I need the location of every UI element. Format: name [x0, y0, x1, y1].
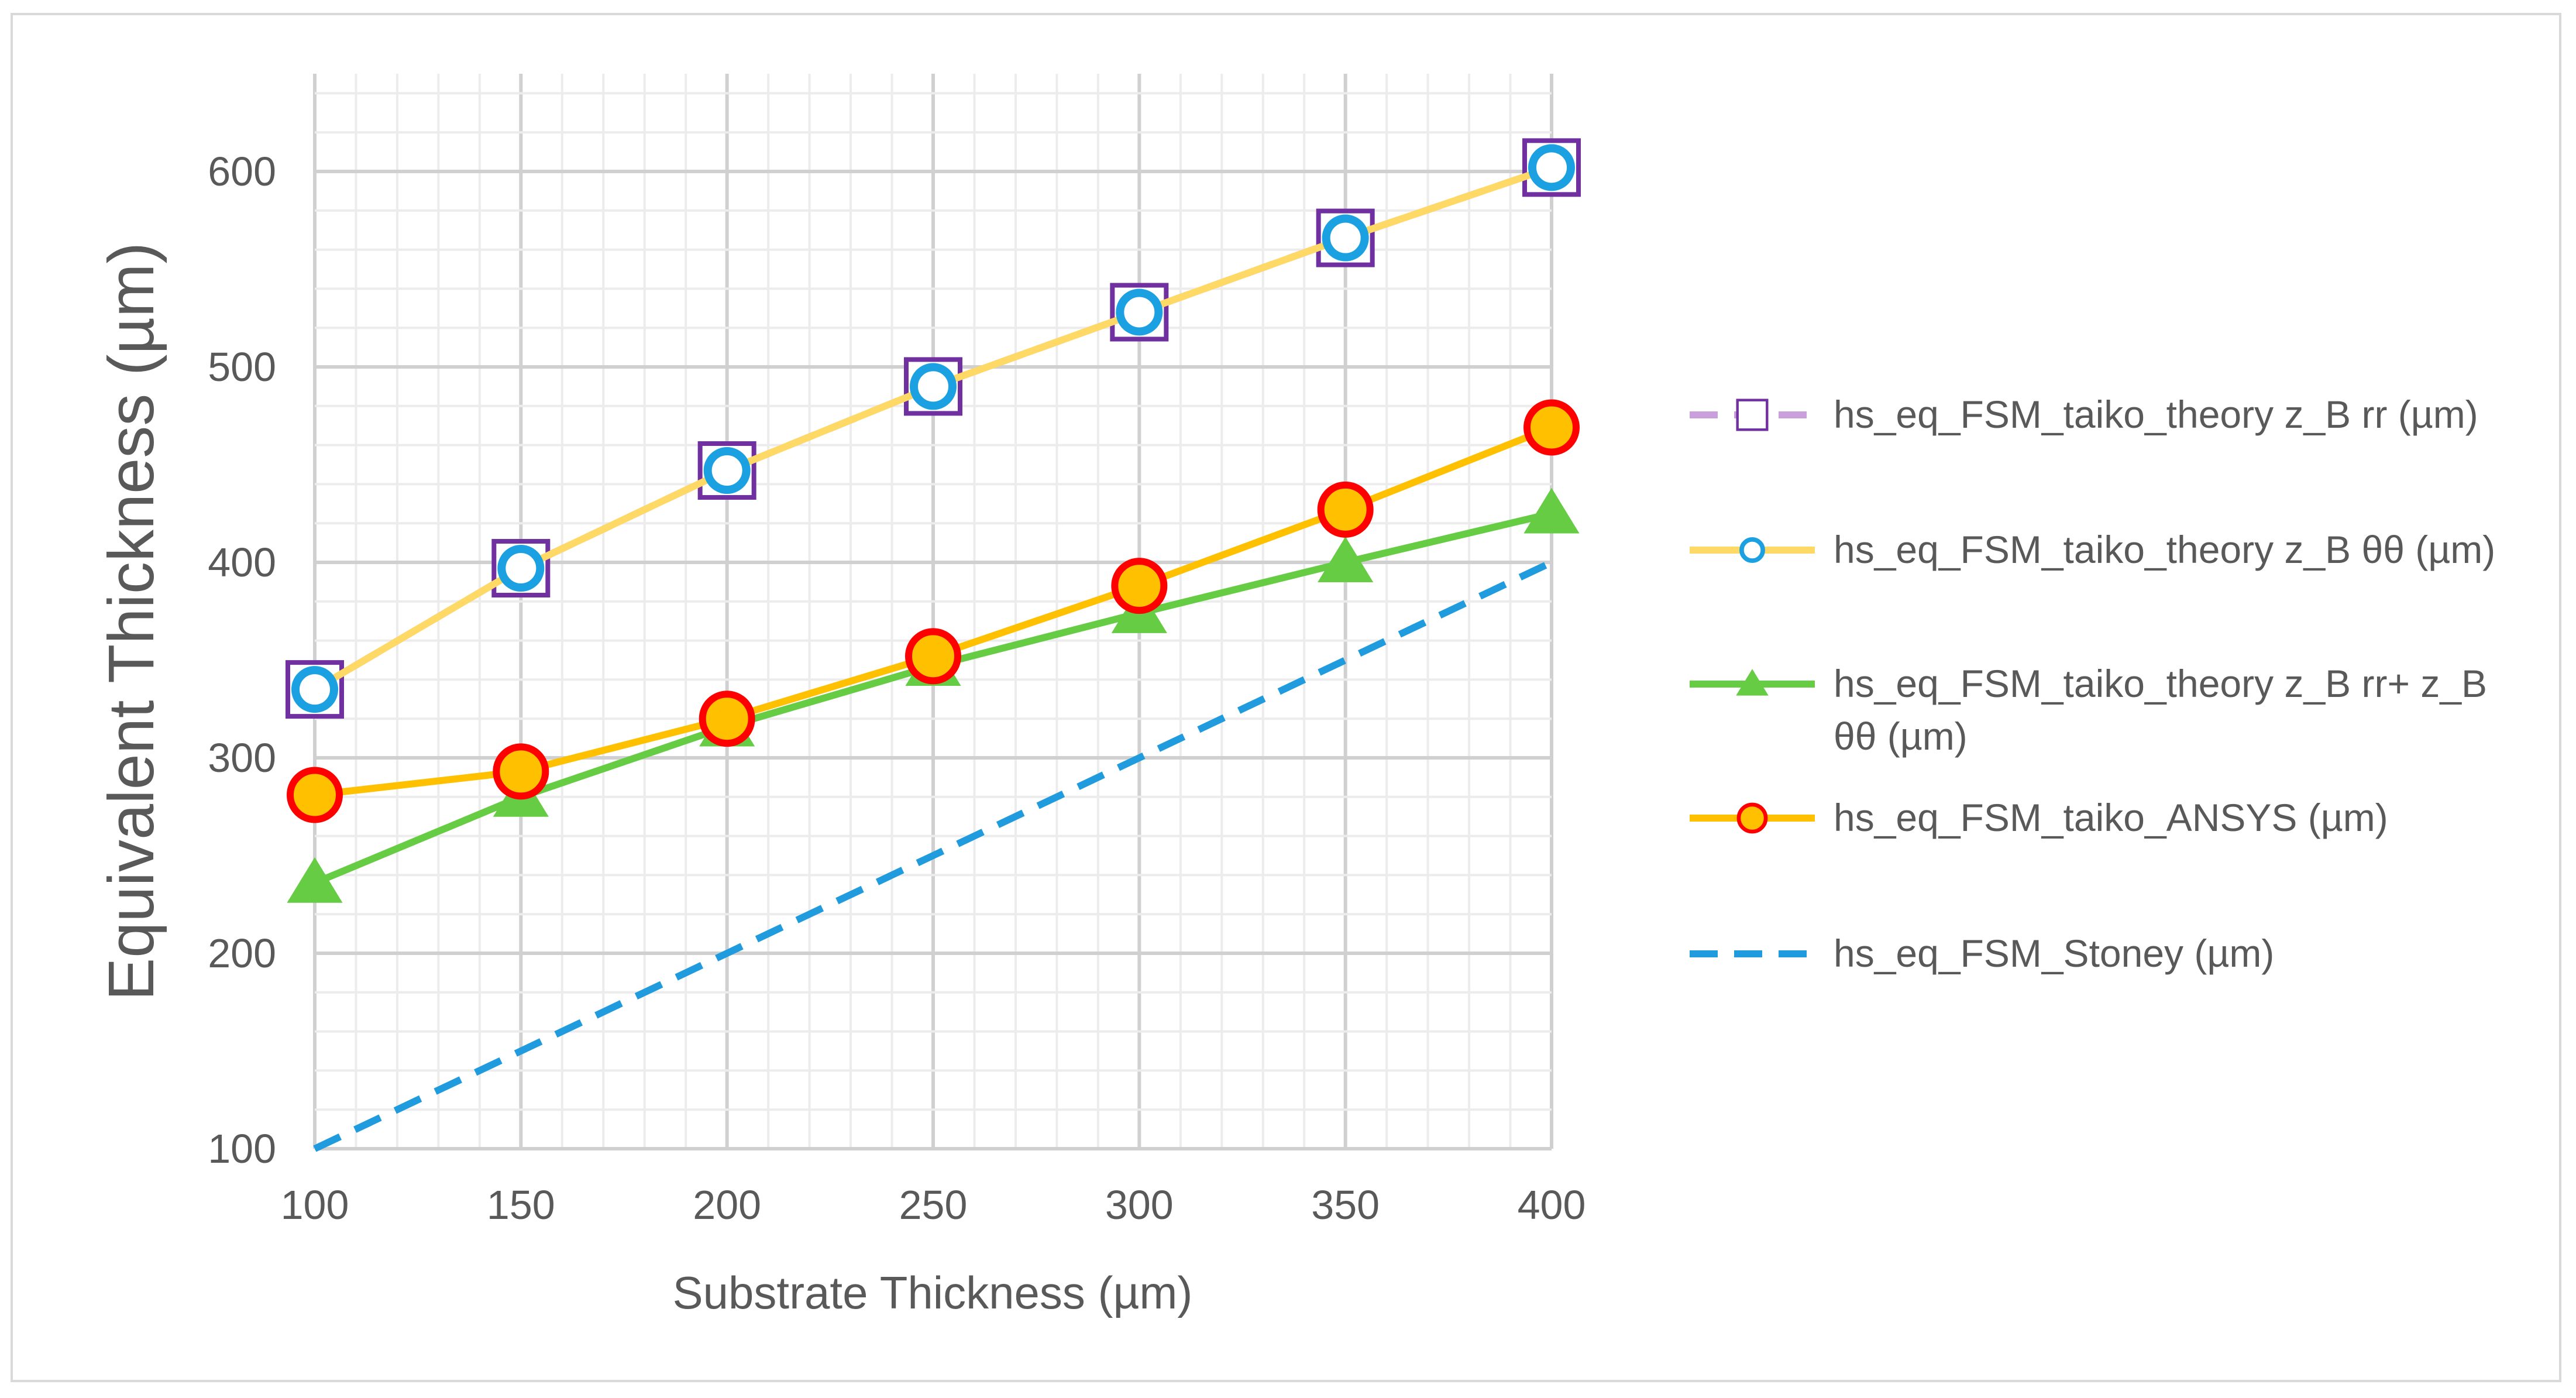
legend-label: hs_eq_FSM_Stoney (µm) [1834, 932, 2274, 975]
legend-item-1: hs_eq_FSM_taiko_theory z_B rr (µm) [1690, 393, 2478, 436]
tick-layer: 100 150 200 250 300 350 400 100 200 300 400 500 600 [208, 149, 1586, 1228]
triangle-marker [1736, 669, 1769, 696]
circle-marker [497, 545, 545, 592]
legend: hs_eq_FSM_taiko_theory z_B rr (µm) hs_eq_… [1690, 393, 2495, 975]
y-tick-label: 400 [208, 540, 276, 585]
x-tick-label: 300 [1105, 1182, 1174, 1228]
y-tick-label: 500 [208, 344, 276, 390]
circle-marker [905, 628, 961, 685]
circle-marker [1317, 481, 1374, 538]
circle-marker [287, 767, 343, 823]
legend-label: θθ (µm) [1834, 715, 1968, 758]
legend-item-5: hs_eq_FSM_Stoney (µm) [1690, 932, 2274, 975]
y-tick-label: 600 [208, 149, 276, 194]
series-line [313, 559, 1553, 1152]
circle-marker [1116, 288, 1163, 336]
circle-marker [1739, 537, 1766, 563]
triangle-marker [1318, 537, 1374, 582]
series-5 [313, 559, 1553, 1152]
x-tick-label: 200 [693, 1182, 761, 1228]
x-tick-label: 400 [1518, 1182, 1586, 1228]
circle-marker [493, 743, 549, 800]
legend-item-2: hs_eq_FSM_taiko_theory z_B θθ (µm) [1690, 528, 2495, 571]
legend-label: hs_eq_FSM_taiko_theory z_B rr+ z_B [1834, 662, 2487, 705]
circle-marker [1528, 144, 1575, 191]
chart-frame: 100 150 200 250 300 350 400 100 200 300 400 500 600 … [11, 13, 2561, 1382]
legend-label: hs_eq_FSM_taiko_theory z_B rr (µm) [1834, 393, 2478, 436]
square-marker [1736, 399, 1769, 431]
circle-marker [291, 666, 338, 713]
x-tick-label: 350 [1311, 1182, 1380, 1228]
y-axis-title: Equivalent Thickness (µm) [95, 242, 167, 1001]
x-tick-label: 250 [899, 1182, 968, 1228]
circle-marker [703, 447, 751, 494]
series-4 [287, 399, 1580, 823]
x-tick-label: 150 [487, 1182, 555, 1228]
legend-item-4: hs_eq_FSM_taiko_ANSYS (µm) [1690, 796, 2388, 839]
y-tick-label: 300 [208, 735, 276, 781]
circle-marker [1523, 399, 1580, 456]
triangle-marker [287, 857, 343, 903]
circle-marker [699, 691, 755, 747]
legend-label: hs_eq_FSM_taiko_ANSYS (µm) [1834, 796, 2388, 839]
y-tick-label: 200 [208, 930, 276, 976]
x-axis-title: Substrate Thickness (µm) [673, 1267, 1193, 1318]
legend-item-3: hs_eq_FSM_taiko_theory z_B rr+ z_B θθ (µm… [1690, 662, 2487, 758]
triangle-marker [1523, 487, 1580, 534]
series-layer [286, 138, 1581, 1152]
chart-svg: 100 150 200 250 300 350 400100200300400500600 … [95, 74, 2495, 1318]
x-tick-label: 100 [281, 1182, 349, 1228]
series-2 [291, 144, 1575, 713]
circle-marker [1111, 558, 1168, 614]
circle-marker [910, 363, 957, 410]
y-tick-label: 100 [208, 1126, 276, 1172]
circle-marker [1322, 214, 1369, 262]
circle-marker [1736, 802, 1768, 834]
legend-label: hs_eq_FSM_taiko_theory z_B θθ (µm) [1834, 528, 2495, 571]
